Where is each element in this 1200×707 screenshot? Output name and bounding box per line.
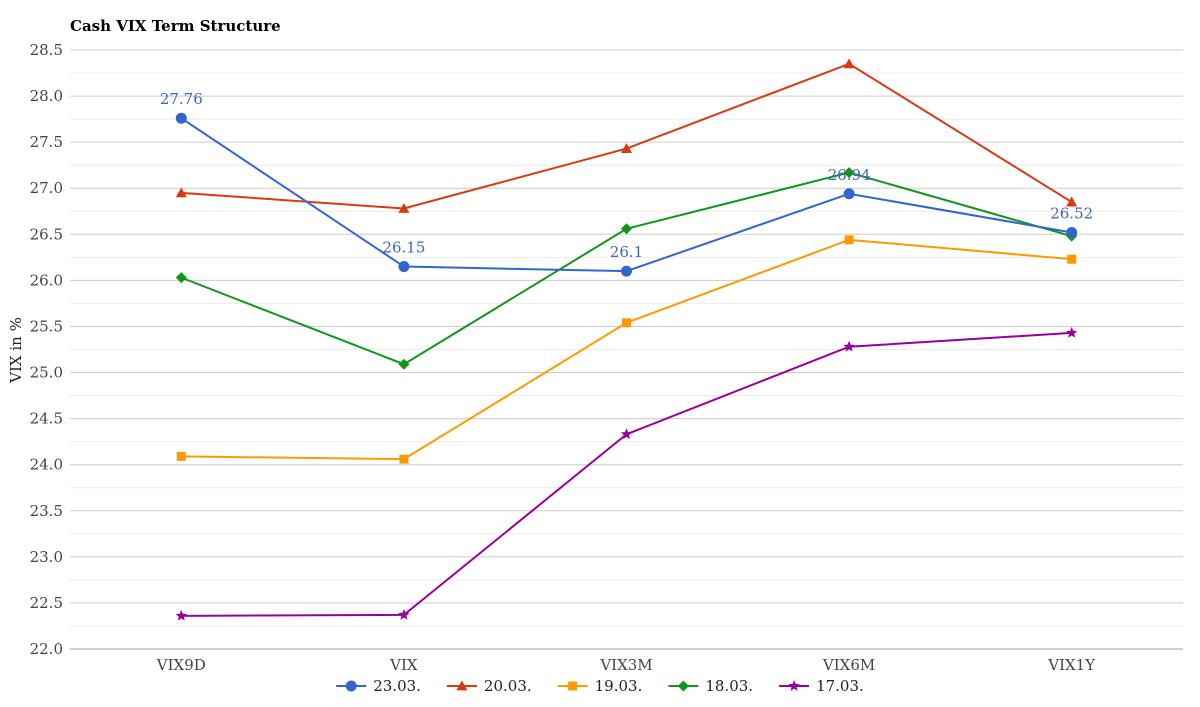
y-tick-label: 28.5 (30, 41, 63, 59)
legend-label: 19.03. (595, 677, 643, 695)
triangle-marker (175, 187, 187, 198)
diamond-marker (398, 358, 410, 370)
star-marker (843, 340, 855, 352)
star-marker (788, 680, 800, 691)
y-tick-label: 22.5 (30, 594, 63, 612)
triangle-marker (456, 680, 468, 691)
circle-marker (843, 188, 855, 200)
square-marker (1067, 254, 1077, 264)
y-tick-label: 27.0 (30, 179, 63, 197)
triangle-marker (843, 58, 855, 69)
square-marker (176, 451, 186, 461)
data-label: 26.1 (610, 243, 643, 261)
circle-marker (1066, 226, 1078, 238)
series-line (181, 62, 1073, 210)
x-tick-label: VIX (389, 656, 418, 674)
legend-label: 18.03. (705, 677, 753, 695)
star-marker (620, 428, 633, 440)
triangle-marker (621, 143, 632, 154)
y-tick-label: 24.0 (30, 456, 63, 474)
circle-marker (398, 261, 410, 273)
y-tick-label: 28.0 (30, 87, 63, 105)
triangle-marker (398, 203, 410, 213)
x-tick-label: VIX1Y (1047, 656, 1096, 674)
series-lines (175, 58, 1078, 621)
legend-item[interactable]: 17.03. (779, 677, 864, 695)
chart-title: Cash VIX Term Structure (70, 17, 281, 35)
star-marker (1065, 326, 1078, 338)
y-tick-label: 26.0 (30, 271, 63, 289)
data-labels: 27.76 26.15 26.1 26.94 26.52 (160, 90, 1093, 261)
x-tick-label: VIX9D (156, 656, 206, 674)
y-tick-label: 26.5 (30, 225, 63, 243)
diamond-marker (621, 223, 632, 235)
x-tick-label: VIX3M (599, 656, 652, 674)
legend-item[interactable]: 23.03. (336, 677, 421, 695)
series-line (181, 331, 1072, 617)
diamond-marker (175, 272, 187, 284)
star-marker (398, 608, 410, 620)
legend-label: 23.03. (373, 677, 421, 695)
diamond-marker (677, 680, 689, 692)
x-axis-ticks: VIX9D VIX VIX3M VIX6M VIX1Y (156, 656, 1096, 674)
star-marker (175, 609, 188, 621)
y-axis-ticks: 22.0 22.5 23.0 23.5 24.0 24.5 25.0 25.5 26.0 26.5… (30, 41, 63, 658)
circle-marker (175, 112, 187, 124)
y-tick-label: 22.0 (30, 640, 63, 658)
square-marker (399, 454, 409, 464)
data-label: 27.76 (160, 90, 203, 108)
square-marker (568, 681, 578, 691)
legend-item[interactable]: 18.03. (668, 677, 753, 695)
legend-label: 17.03. (816, 677, 864, 695)
square-marker (844, 235, 854, 245)
circle-marker (621, 265, 632, 277)
y-axis-label: VIX in % (7, 317, 25, 384)
data-label: 26.52 (1050, 204, 1093, 222)
diamond-marker (843, 167, 855, 179)
square-marker (622, 318, 631, 328)
legend-label: 20.03. (484, 677, 532, 695)
data-label: 26.15 (382, 239, 425, 257)
data-label: 26.94 (828, 166, 871, 184)
legend[interactable]: 23.03. 20.03. 19.03. 18.03. 17.03. (336, 677, 864, 695)
grid (70, 49, 1183, 650)
y-tick-label: 24.5 (30, 410, 63, 428)
y-tick-label: 25.5 (30, 317, 63, 335)
legend-item[interactable]: 19.03. (557, 677, 643, 695)
y-tick-label: 23.0 (30, 548, 63, 566)
y-tick-label: 25.0 (30, 364, 63, 382)
y-tick-label: 23.5 (30, 502, 63, 520)
triangle-marker (1066, 196, 1078, 207)
x-tick-label: VIX6M (822, 656, 875, 674)
legend-item[interactable]: 20.03. (446, 677, 532, 695)
y-tick-label: 27.5 (30, 133, 63, 151)
circle-marker (345, 680, 357, 692)
